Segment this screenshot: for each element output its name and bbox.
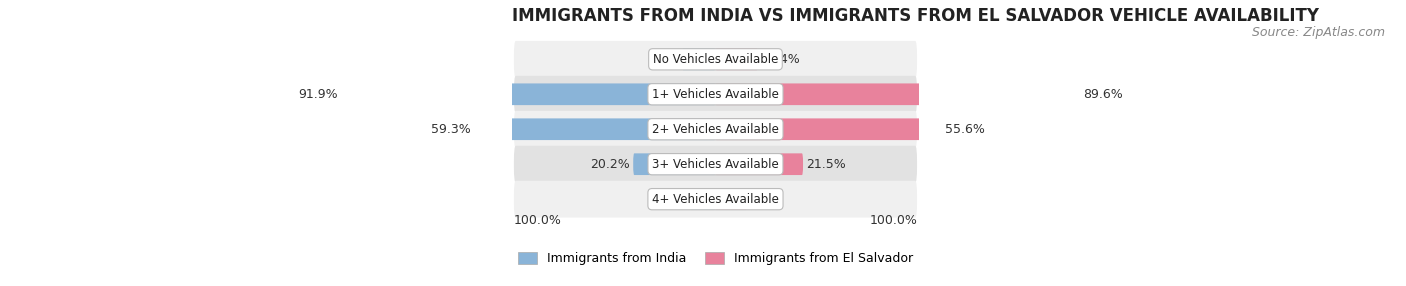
Legend: Immigrants from India, Immigrants from El Salvador: Immigrants from India, Immigrants from E… (513, 247, 918, 270)
Text: 100.0%: 100.0% (869, 214, 917, 227)
FancyBboxPatch shape (716, 48, 758, 70)
Text: 55.6%: 55.6% (945, 123, 986, 136)
FancyBboxPatch shape (682, 48, 716, 70)
FancyBboxPatch shape (716, 118, 942, 140)
Text: Source: ZipAtlas.com: Source: ZipAtlas.com (1251, 26, 1385, 39)
Text: 2+ Vehicles Available: 2+ Vehicles Available (652, 123, 779, 136)
FancyBboxPatch shape (513, 181, 917, 218)
Text: 4+ Vehicles Available: 4+ Vehicles Available (652, 193, 779, 206)
FancyBboxPatch shape (513, 41, 917, 78)
Text: No Vehicles Available: No Vehicles Available (652, 53, 778, 66)
Text: 100.0%: 100.0% (513, 214, 562, 227)
Text: 8.2%: 8.2% (647, 53, 679, 66)
Text: 7.7%: 7.7% (749, 193, 782, 206)
Text: 10.4%: 10.4% (761, 53, 801, 66)
FancyBboxPatch shape (633, 153, 716, 175)
Text: 89.6%: 89.6% (1084, 88, 1123, 101)
FancyBboxPatch shape (342, 84, 716, 105)
Text: 21.5%: 21.5% (806, 158, 846, 171)
FancyBboxPatch shape (716, 188, 747, 210)
FancyBboxPatch shape (513, 76, 917, 113)
FancyBboxPatch shape (474, 118, 716, 140)
Text: IMMIGRANTS FROM INDIA VS IMMIGRANTS FROM EL SALVADOR VEHICLE AVAILABILITY: IMMIGRANTS FROM INDIA VS IMMIGRANTS FROM… (512, 7, 1319, 25)
Text: 20.2%: 20.2% (591, 158, 630, 171)
FancyBboxPatch shape (716, 84, 1080, 105)
FancyBboxPatch shape (513, 111, 917, 148)
Text: 91.9%: 91.9% (298, 88, 337, 101)
Text: 1+ Vehicles Available: 1+ Vehicles Available (652, 88, 779, 101)
FancyBboxPatch shape (716, 153, 803, 175)
FancyBboxPatch shape (690, 188, 716, 210)
Text: 6.3%: 6.3% (655, 193, 686, 206)
FancyBboxPatch shape (513, 146, 917, 183)
Text: 3+ Vehicles Available: 3+ Vehicles Available (652, 158, 779, 171)
Text: 59.3%: 59.3% (432, 123, 471, 136)
